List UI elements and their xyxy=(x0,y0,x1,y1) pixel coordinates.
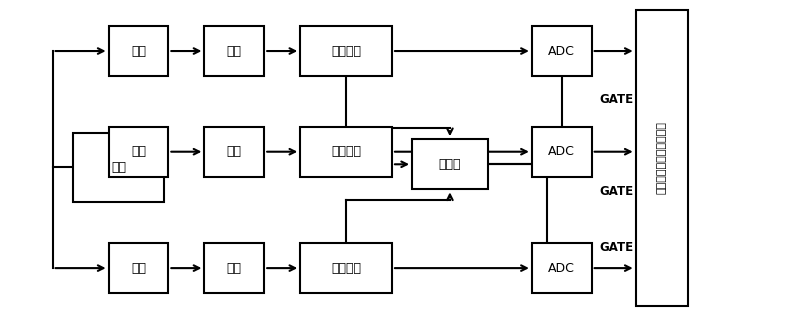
Bar xyxy=(73,133,165,202)
Bar xyxy=(109,243,169,293)
Bar xyxy=(300,26,392,76)
Text: 信号: 信号 xyxy=(111,161,126,174)
Bar xyxy=(300,243,392,293)
Bar xyxy=(635,10,687,306)
Bar xyxy=(300,126,392,177)
Text: ADC: ADC xyxy=(548,262,575,275)
Bar xyxy=(412,139,488,190)
Text: 定时单道: 定时单道 xyxy=(331,145,361,158)
Text: 定时单道: 定时单道 xyxy=(331,262,361,275)
Text: 三符合: 三符合 xyxy=(438,158,461,171)
Text: 主放: 主放 xyxy=(226,262,242,275)
Text: 前放: 前放 xyxy=(131,262,146,275)
Bar xyxy=(532,243,592,293)
Text: 主放: 主放 xyxy=(226,145,242,158)
Bar xyxy=(204,26,264,76)
Text: 多参数多道数据获取系统: 多参数多道数据获取系统 xyxy=(657,122,666,194)
Text: ADC: ADC xyxy=(548,45,575,58)
Text: 定时单道: 定时单道 xyxy=(331,45,361,58)
Bar xyxy=(532,126,592,177)
Text: GATE: GATE xyxy=(600,93,634,106)
Text: 前放: 前放 xyxy=(131,145,146,158)
Bar xyxy=(109,26,169,76)
Text: GATE: GATE xyxy=(600,185,634,198)
Bar xyxy=(204,243,264,293)
Text: ADC: ADC xyxy=(548,145,575,158)
Text: GATE: GATE xyxy=(600,241,634,254)
Bar xyxy=(109,126,169,177)
Text: 前放: 前放 xyxy=(131,45,146,58)
Bar xyxy=(532,26,592,76)
Bar xyxy=(204,126,264,177)
Text: 主放: 主放 xyxy=(226,45,242,58)
